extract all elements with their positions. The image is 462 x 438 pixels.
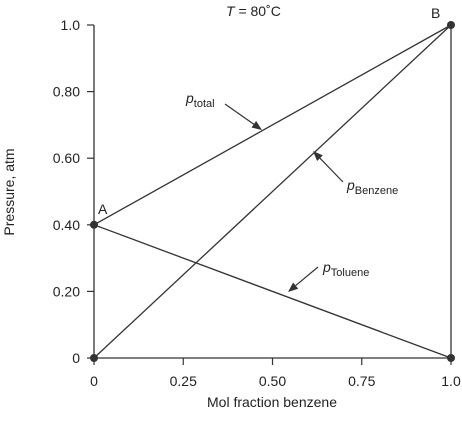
axis-ticks: 0 0.20 0.40 0.60 0.80 1.0 0 0.25 0.50 0.75 1.0 bbox=[53, 17, 461, 389]
series-line-p-toluene bbox=[93, 224, 452, 359]
x-tick-label: 0.25 bbox=[170, 373, 197, 389]
y-tick-label: 0.60 bbox=[53, 150, 80, 166]
series-label-p-total: ptotal bbox=[185, 90, 215, 110]
x-tick-label: 1.0 bbox=[441, 373, 461, 389]
data-points: AB bbox=[90, 5, 455, 362]
series-label-sub: total bbox=[194, 98, 215, 110]
data-point bbox=[90, 354, 98, 362]
series-label-sub: Toluene bbox=[331, 267, 370, 279]
arrow-p-benzene bbox=[319, 157, 344, 183]
chart-title-rest: = 80˚C bbox=[235, 3, 281, 19]
x-tick-label: 0.75 bbox=[348, 373, 375, 389]
series-label-sub: Benzene bbox=[355, 185, 398, 197]
y-tick-label: 0.40 bbox=[53, 217, 80, 233]
y-tick-label: 0.20 bbox=[53, 283, 80, 299]
y-tick-label: 0 bbox=[72, 350, 80, 366]
data-point bbox=[90, 220, 98, 229]
chart-title: T = 80˚C bbox=[226, 3, 281, 19]
series-label-p-toluene: pToluene bbox=[322, 259, 369, 279]
series-label-p-benzene: pBenzene bbox=[346, 177, 398, 197]
chart-title-var: T bbox=[226, 3, 236, 19]
y-axis-title: Pressure, atm bbox=[1, 148, 17, 235]
arrow-head-p-benzene bbox=[313, 151, 323, 161]
x-axis-title: Mol fraction benzene bbox=[207, 394, 337, 410]
x-tick-label: 0.50 bbox=[259, 373, 286, 389]
series-label-main: p bbox=[185, 90, 194, 106]
arrow-p-total bbox=[224, 103, 255, 125]
data-point bbox=[447, 21, 455, 29]
series-line-p-benzene bbox=[93, 24, 452, 359]
y-tick-label: 1.0 bbox=[61, 17, 81, 33]
arrow-head-p-total bbox=[251, 121, 262, 130]
data-point bbox=[447, 354, 455, 362]
x-tick-label: 0 bbox=[90, 373, 98, 389]
series-label-main: p bbox=[322, 259, 331, 275]
series-label-main: p bbox=[346, 177, 355, 193]
series-line-p-total bbox=[93, 24, 452, 226]
arrow-p-toluene bbox=[295, 266, 319, 287]
y-tick-label: 0.80 bbox=[53, 84, 80, 100]
point-label-b: B bbox=[431, 5, 440, 21]
arrow-head-p-toluene bbox=[288, 282, 299, 292]
point-label-a: A bbox=[98, 201, 108, 217]
series-lines bbox=[93, 24, 452, 359]
